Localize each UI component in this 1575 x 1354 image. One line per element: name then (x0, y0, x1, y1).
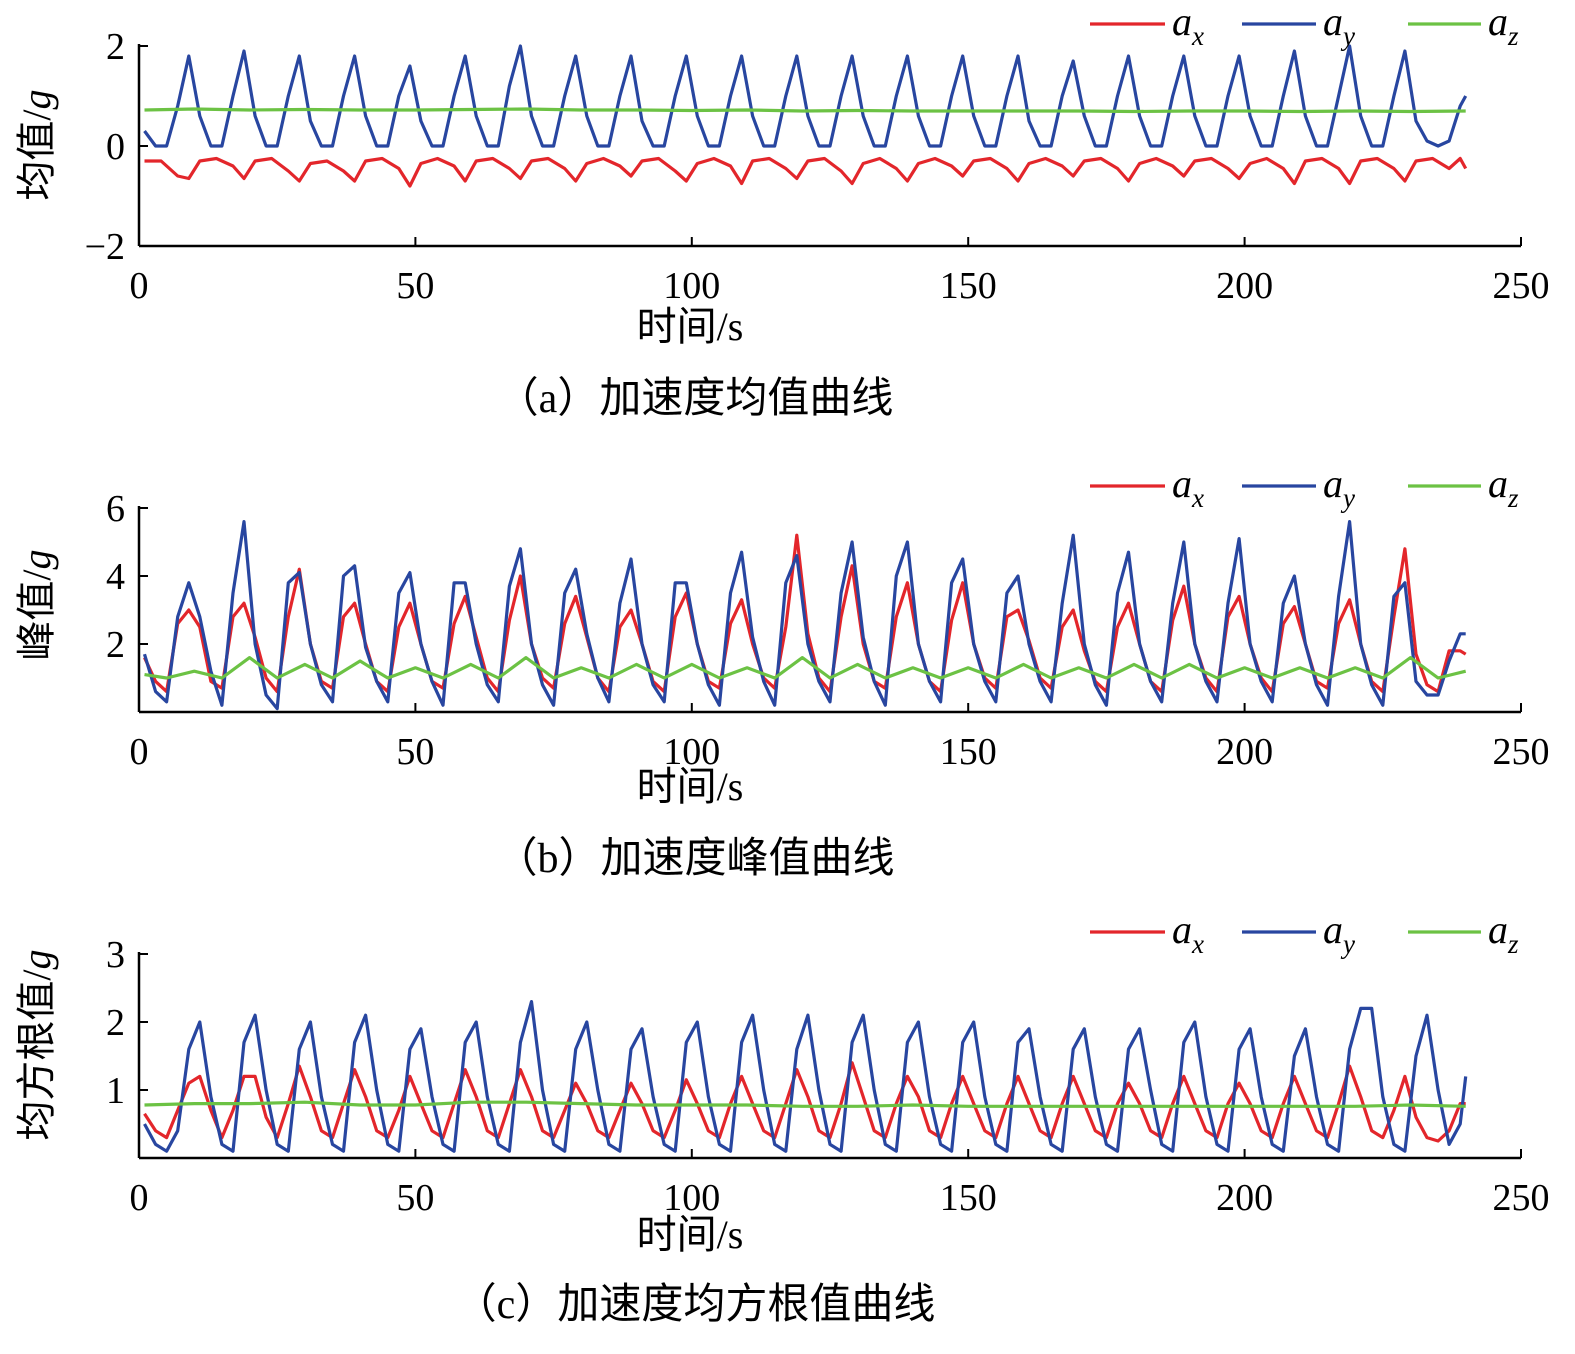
x-tick-label: 250 (1493, 1177, 1550, 1219)
x-tick-label: 250 (1493, 731, 1550, 773)
x-tick-label: 150 (940, 731, 997, 773)
legend-label: az (1488, 907, 1519, 959)
series-line-az (144, 655, 1467, 680)
x-tick-label: 0 (130, 731, 149, 773)
x-axis-title: 时间/s (637, 764, 744, 809)
figure-caption: （a）加速度均值曲线 (497, 376, 894, 422)
x-tick-label: 50 (396, 731, 434, 773)
x-tick-label: 0 (130, 265, 149, 307)
series-line-az (144, 1100, 1466, 1108)
figure-caption: （b）加速度峰值曲线 (495, 836, 894, 882)
legend-label: ax (1172, 461, 1204, 513)
chart-panel-c: 0 50 100 150 200 250 1 2 3 ax ay az 时间/s 均方根值/g （c）加速度… (14, 907, 1550, 1328)
legend-label: ax (1172, 0, 1204, 51)
series-line-ay (143, 999, 1468, 1153)
series-line-ay (143, 44, 1468, 148)
legend-label: ay (1323, 461, 1355, 513)
x-tick-label: 150 (940, 265, 997, 307)
series-line-ax (143, 1061, 1466, 1143)
y-tick-label: 2 (106, 26, 125, 68)
x-tick-label: 100 (663, 731, 720, 773)
x-tick-label: 250 (1493, 265, 1550, 307)
legend-label: ay (1323, 0, 1355, 51)
y-axis-title: 均值/g (14, 89, 59, 200)
x-tick-label: 200 (1216, 265, 1273, 307)
legend-label: ay (1323, 907, 1355, 959)
x-axis-title: 时间/s (637, 1212, 744, 1257)
legend-label: az (1488, 0, 1519, 51)
y-axis-title: 均方根值/g (14, 949, 59, 1140)
legend-label: ax (1172, 907, 1204, 959)
x-tick-label: 100 (663, 265, 720, 307)
y-tick-label: 4 (106, 556, 125, 598)
x-tick-label: 0 (130, 1177, 149, 1219)
series-line-ax (144, 156, 1468, 188)
x-tick-label: 50 (396, 1177, 434, 1219)
series-line-ay (142, 519, 1466, 711)
legend-label: az (1488, 461, 1519, 513)
figure-caption: （c）加速度均方根值曲线 (455, 1282, 936, 1328)
y-tick-label: −2 (85, 226, 125, 268)
y-tick-label: 6 (106, 488, 125, 530)
x-tick-label: 100 (663, 1177, 720, 1219)
y-tick-label: 1 (106, 1070, 125, 1112)
x-tick-label: 200 (1216, 731, 1273, 773)
x-tick-label: 150 (940, 1177, 997, 1219)
series-line-az (144, 107, 1466, 114)
x-tick-label: 50 (396, 265, 434, 307)
y-tick-label: 0 (106, 126, 125, 168)
y-tick-label: 2 (106, 624, 125, 666)
y-tick-label: 3 (106, 934, 125, 976)
x-tick-label: 200 (1216, 1177, 1273, 1219)
chart-panel-b: 0 50 100 150 200 250 2 4 6 ax ay az 时间/s 峰值/g （b）加速度峰值… (14, 461, 1550, 882)
y-axis-title: 峰值/g (14, 549, 59, 660)
x-axis-title: 时间/s (637, 304, 744, 349)
y-tick-label: 2 (106, 1002, 125, 1044)
